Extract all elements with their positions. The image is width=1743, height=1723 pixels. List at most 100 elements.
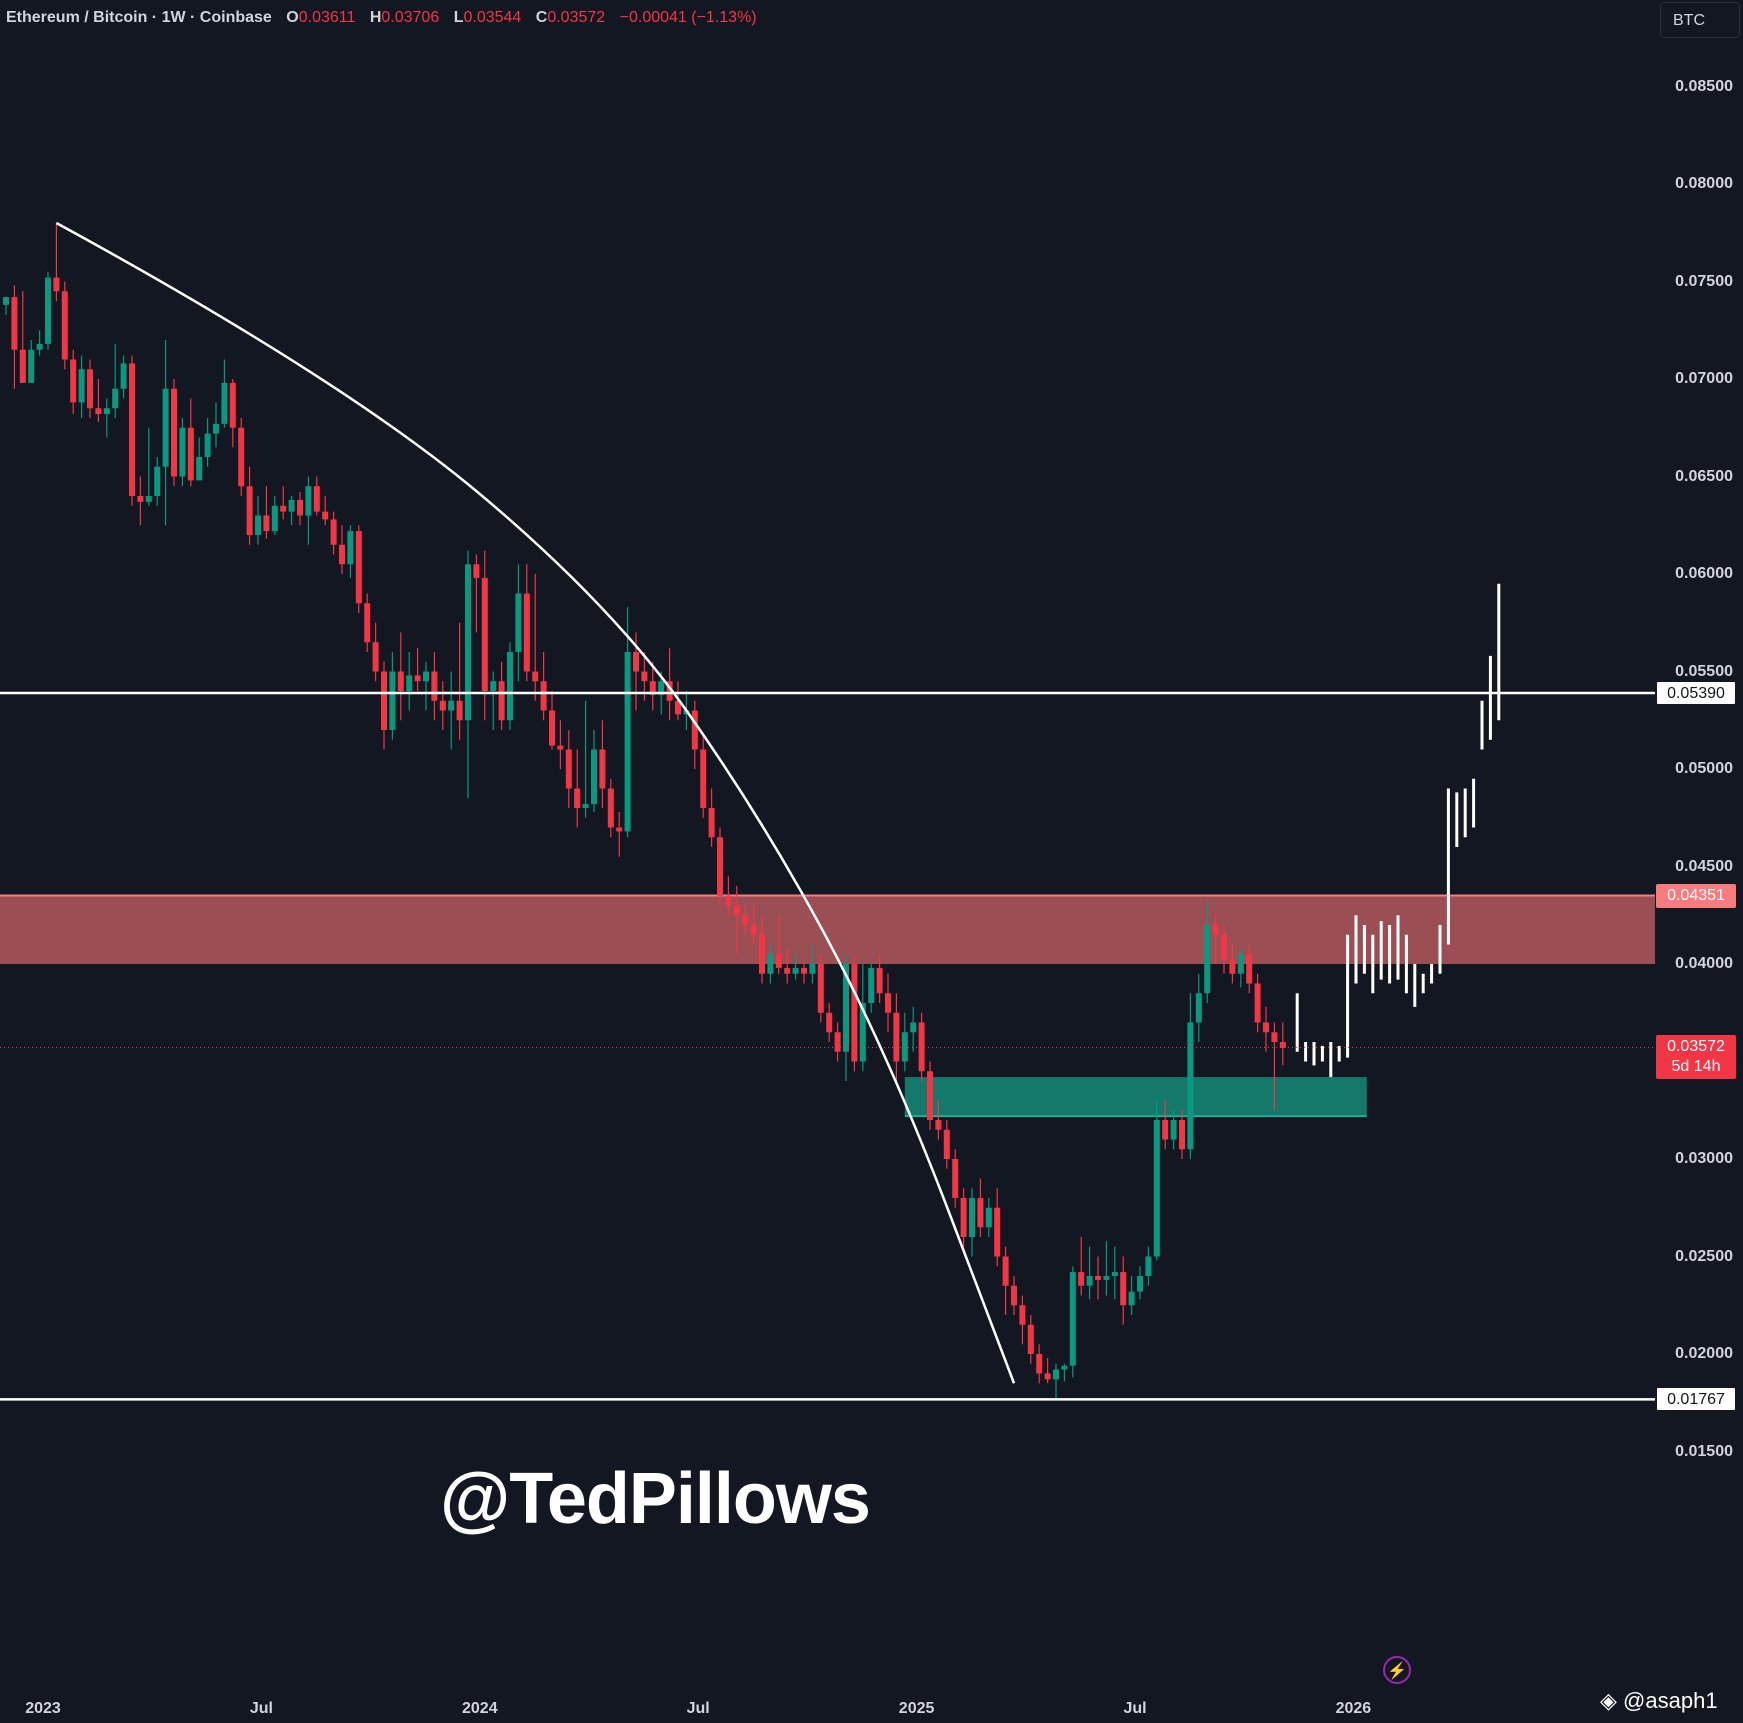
candle [473,554,480,633]
candle [1187,993,1194,1159]
candle [103,398,110,438]
candle [599,720,606,808]
candle-body [78,369,85,403]
candle-body [943,1129,950,1159]
candle [725,876,732,916]
candle-body [540,681,547,711]
candle-body [1195,993,1202,1023]
candle-body [767,954,774,974]
candle [885,973,891,1033]
time-tick-label: 2023 [25,1700,61,1717]
candle [1019,1295,1026,1345]
level-badge-upper: 0.05390 [1656,680,1736,705]
price-tick-label: 0.06000 [1675,565,1733,582]
candle-body [532,671,539,682]
candle [1246,944,1253,994]
candle-body [61,291,68,360]
time-tick-label: Jul [249,1700,273,1717]
candle-body [859,1003,866,1062]
candle [313,476,320,516]
candle-body [994,1207,1001,1257]
candle-body [633,652,639,672]
candle-body [523,593,530,672]
candle-body [658,681,665,695]
candle [910,1006,917,1052]
candle-body [330,519,337,545]
candle [87,359,93,418]
candle-body [616,827,623,832]
candle [397,632,404,721]
candle-body [397,671,404,691]
candle-body [1263,1022,1269,1033]
candle [750,905,757,945]
candle-body [179,427,186,477]
candle-body [809,964,816,974]
candle-body [414,675,421,682]
candle [1204,901,1211,1003]
candle-body [742,915,749,925]
candle [977,1178,984,1237]
candle [330,511,337,555]
time-tick-label: 2025 [898,1700,935,1717]
candle-body [448,700,455,711]
candle [498,661,505,730]
candle-body [700,749,707,808]
candle-body [162,388,169,467]
candle [817,954,824,1023]
candle-body [137,496,144,502]
candle-body [985,1207,992,1228]
candle [238,418,245,496]
candle [876,954,883,1003]
candle [1279,1022,1286,1066]
currency-button[interactable]: BTC [1660,2,1740,38]
price-tick-label: 0.07500 [1675,272,1733,290]
candle [515,564,522,682]
candle-body [969,1198,975,1237]
candle [246,466,253,545]
close-label: C [535,9,548,26]
candle [229,379,236,448]
candle [775,915,782,974]
candle-body [935,1120,942,1130]
candle-body [129,363,135,496]
candle [565,730,572,808]
candle-body [204,433,211,457]
candle-body [1204,925,1211,994]
candle-body [675,700,681,715]
time-tick-label: Jul [686,1700,710,1717]
candle-body [103,408,110,415]
binance-diamond-icon: ◈ [1600,1688,1617,1713]
candle-body [1237,954,1244,974]
candle-body [1002,1256,1009,1286]
candle-body [792,967,799,974]
candle [717,827,723,906]
candle-body [1170,1120,1177,1140]
candle [263,486,270,539]
candle [1195,973,1202,1042]
candle-body [759,934,765,974]
candle [347,525,354,578]
candle-body [280,505,287,512]
candle [372,622,379,682]
candle [78,355,85,418]
credit-text: @asaph1 [1623,1688,1718,1713]
candle-body [322,511,329,520]
price-tick-label: 0.04000 [1675,955,1733,972]
candle-body [750,925,757,935]
candle-body [507,652,513,721]
candle [1027,1315,1034,1364]
candle [406,652,413,711]
candle [280,486,287,520]
symbol-name[interactable]: Ethereum / Bitcoin · 1W · Coinbase [6,9,272,26]
candle-body [775,954,782,968]
candle-body [481,577,488,691]
lightning-bolt-icon[interactable]: ⚡ [1383,1656,1411,1684]
candle [322,496,329,526]
candle [1229,944,1236,984]
price-tick-label: 0.05500 [1675,662,1733,680]
candle-body [238,427,245,487]
candle [1086,1246,1093,1300]
candle-body [549,710,555,746]
candle [1053,1363,1059,1399]
